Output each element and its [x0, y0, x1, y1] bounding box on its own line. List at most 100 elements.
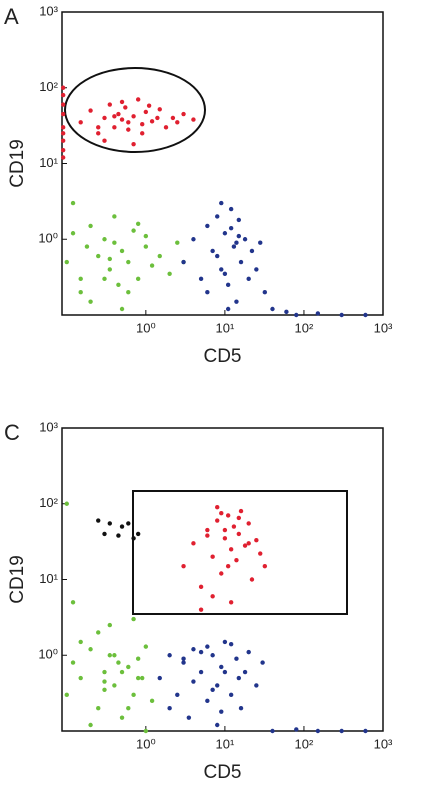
point: [234, 557, 239, 563]
point: [107, 267, 112, 272]
x-axis-title: CD5: [203, 762, 241, 783]
x-tick-label: 10²: [295, 320, 314, 335]
point: [222, 536, 228, 541]
point: [260, 660, 265, 665]
point: [107, 622, 112, 628]
point: [112, 214, 117, 219]
point: [70, 660, 76, 665]
point: [116, 660, 121, 665]
point: [107, 521, 112, 526]
point: [205, 223, 210, 229]
point: [102, 115, 107, 121]
point: [339, 728, 344, 734]
point: [222, 669, 228, 675]
point: [135, 97, 141, 102]
point: [60, 102, 66, 107]
point: [167, 705, 172, 711]
point: [96, 518, 101, 523]
point: [210, 594, 215, 599]
y-tick-label: 10²: [39, 79, 58, 94]
point: [88, 108, 93, 113]
point: [228, 692, 234, 698]
point: [102, 679, 107, 684]
point: [198, 584, 204, 590]
point: [157, 253, 162, 259]
point: [112, 240, 117, 245]
point: [119, 306, 125, 312]
point: [215, 518, 220, 523]
point: [205, 289, 210, 295]
point: [228, 547, 234, 552]
point: [149, 119, 155, 124]
point: [294, 727, 299, 732]
point: [225, 282, 231, 288]
point: [116, 111, 121, 117]
point: [191, 237, 196, 242]
point: [143, 644, 149, 649]
point: [215, 214, 220, 219]
gate-rect: [132, 490, 348, 615]
point: [262, 289, 268, 295]
x-tick-label: 10⁰: [136, 320, 156, 335]
point: [246, 276, 251, 282]
point: [181, 656, 186, 661]
point: [219, 267, 224, 272]
point: [102, 531, 107, 537]
point: [64, 501, 69, 506]
point: [96, 125, 101, 130]
point: [70, 231, 76, 236]
point: [205, 533, 210, 538]
point: [236, 217, 242, 223]
point: [198, 607, 204, 612]
point: [135, 221, 141, 226]
point: [140, 131, 145, 136]
point: [102, 237, 107, 242]
x-tick-label: 10⁰: [136, 736, 156, 751]
point: [126, 664, 131, 670]
point: [107, 102, 112, 107]
point: [140, 675, 145, 681]
point: [181, 660, 186, 665]
point: [205, 698, 210, 704]
point: [175, 692, 180, 698]
point: [135, 675, 141, 681]
point: [126, 259, 131, 265]
point: [215, 505, 220, 510]
point: [238, 705, 244, 711]
point: [102, 138, 107, 143]
point: [191, 541, 196, 546]
point: [270, 728, 275, 734]
gate-ellipse: [64, 67, 206, 153]
point: [102, 687, 107, 692]
y-axis-title: CD19: [7, 555, 28, 604]
point: [112, 114, 117, 119]
point: [155, 115, 160, 121]
point: [96, 705, 101, 711]
point: [242, 669, 248, 675]
y-tick-label: 10¹: [39, 571, 58, 586]
point: [284, 309, 289, 315]
point: [107, 256, 112, 262]
point: [228, 206, 234, 212]
point: [88, 647, 93, 652]
point: [60, 155, 66, 160]
x-tick-label: 10²: [295, 736, 314, 751]
point: [123, 105, 128, 110]
point: [126, 289, 131, 295]
point: [135, 276, 141, 282]
point: [126, 127, 131, 132]
point: [143, 728, 149, 734]
point: [163, 125, 169, 130]
point: [236, 531, 242, 537]
point: [231, 524, 237, 529]
point: [126, 521, 131, 526]
point: [88, 223, 93, 229]
point: [70, 200, 76, 206]
point: [112, 683, 117, 688]
point: [135, 656, 141, 661]
point: [210, 554, 215, 559]
point: [315, 311, 321, 316]
y-tick-label: 10⁰: [38, 231, 58, 246]
point: [116, 533, 121, 538]
point: [258, 551, 263, 556]
